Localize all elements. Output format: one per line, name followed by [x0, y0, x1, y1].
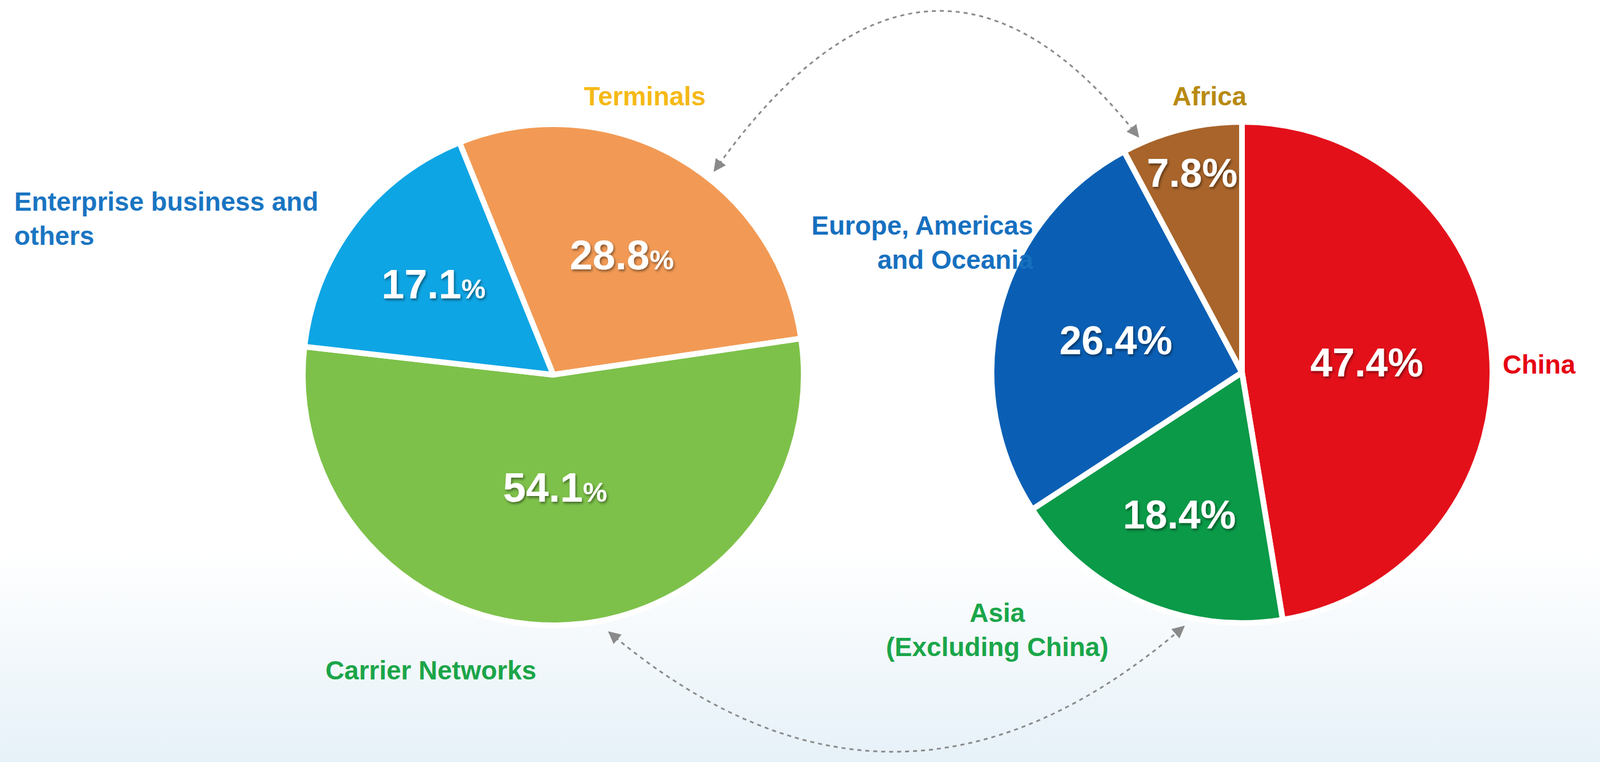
data-label-number: 54.1	[503, 464, 583, 510]
category-label-line: Asia	[969, 597, 1026, 628]
data-label: 7.8%	[1146, 150, 1238, 196]
category-label-line: others	[14, 220, 95, 251]
data-label: 47.4%	[1310, 340, 1423, 385]
data-label: 28.8%	[569, 232, 674, 278]
data-label: 17.1%	[381, 261, 486, 307]
category-label: China	[1502, 349, 1576, 380]
slices	[991, 121, 1493, 623]
slices	[302, 124, 804, 625]
category-label: Asia(Excluding China)	[886, 597, 1109, 662]
data-label: 26.4%	[1059, 318, 1172, 363]
chart-canvas: 28.8%54.1%17.1%TerminalsCarrier Networks…	[0, 0, 1600, 762]
category-label: Carrier Networks	[325, 655, 537, 685]
background	[0, 0, 1600, 762]
category-label-line: Europe, Americas	[811, 210, 1034, 241]
data-label-number: 28.8	[569, 232, 650, 278]
data-label-suffix: %	[649, 244, 674, 275]
category-label-line: Enterprise business and	[14, 186, 319, 217]
connector-arrow	[714, 10, 1139, 171]
data-label-number: 17.1	[381, 261, 462, 307]
category-label-line: and Oceania	[877, 244, 1034, 275]
category-label: Europe, Americasand Oceania	[811, 210, 1034, 275]
data-label: 54.1%	[503, 464, 608, 510]
pie-slice	[304, 142, 554, 375]
pie-chart: 28.8%54.1%17.1%	[302, 124, 804, 625]
data-label-suffix: %	[582, 476, 608, 508]
connector-arrow	[609, 626, 1184, 752]
category-label: Terminals	[583, 81, 706, 111]
data-labels: 28.8%54.1%17.1%	[381, 232, 674, 510]
data-label: 18.4%	[1123, 492, 1236, 537]
category-label: Africa	[1172, 81, 1248, 111]
category-label-line: Carrier Networks	[325, 655, 537, 685]
category-label-line: Terminals	[583, 81, 706, 111]
data-label-suffix: %	[461, 273, 486, 304]
category-label: Enterprise business andothers	[14, 186, 319, 251]
category-label-line: Africa	[1172, 81, 1248, 111]
category-label-line: China	[1502, 349, 1576, 380]
category-label-line: (Excluding China)	[886, 631, 1109, 662]
pie-chart: 47.4% 18.4% 26.4% 7.8%	[991, 121, 1493, 623]
data-labels: 47.4% 18.4% 26.4% 7.8%	[1059, 150, 1423, 537]
pie-slice	[302, 338, 804, 625]
pie-slice	[1241, 121, 1493, 620]
